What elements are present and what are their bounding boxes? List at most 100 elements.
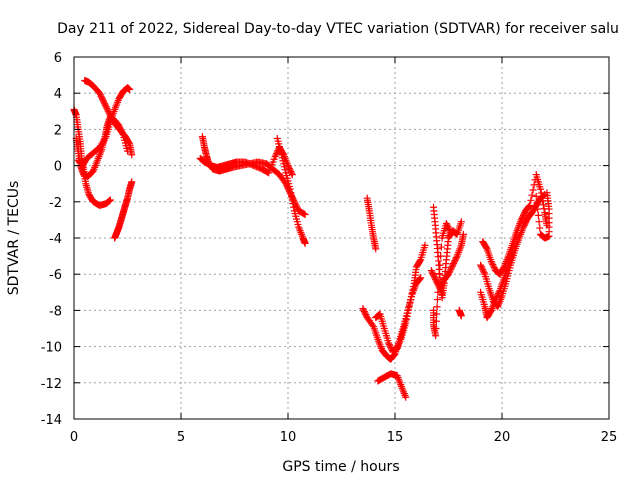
data-point [96,91,104,99]
data-point [407,293,415,301]
data-point [447,264,455,272]
data-point [535,218,543,226]
data-point [408,289,416,297]
data-point [288,192,296,200]
data-point [409,286,417,294]
x-tick-label: 15 [387,430,404,445]
data-point [528,191,536,199]
data-point [450,258,458,266]
data-point [116,125,124,133]
data-point [300,210,308,218]
data-point [421,241,429,249]
data-point [128,178,136,186]
series-t19 [477,248,517,322]
data-point [534,205,542,213]
data-point [478,264,486,272]
x-tick-label: 25 [601,430,618,445]
data-point [433,310,441,318]
data-point [405,306,413,314]
data-point [106,196,114,204]
data-point [539,201,547,209]
data-point [288,171,296,179]
data-point [522,217,530,225]
data-point [517,216,525,224]
data-point [289,200,297,208]
data-point [416,275,424,283]
data-point [438,280,446,288]
data-point [385,340,393,348]
data-point [281,166,289,174]
data-point [534,211,542,219]
data-point [437,243,445,251]
y-tick-label: -10 [41,341,62,356]
data-point [489,261,497,269]
axis-ticks: 0 5 10 15 20 25 -14 -12 -10 -8 -6 -4 -2 0 2 4 6 [41,51,618,445]
data-point [430,273,438,281]
data-point [105,197,113,205]
data-point [99,95,107,103]
y-tick-label: -14 [41,413,62,428]
data-point [442,220,450,228]
data-point [402,393,410,401]
series-t8 [273,134,309,247]
series-t9 [359,274,425,363]
y-tick-label: -6 [49,268,62,283]
data-point [509,248,517,256]
data-point [434,288,442,296]
data-point [416,257,424,265]
data-point [537,185,545,193]
data-point [428,268,436,276]
data-point [493,293,501,301]
data-point [519,213,527,221]
series-t16 [455,306,465,320]
y-tick-label: 2 [54,123,62,138]
data-point [530,181,538,189]
data-point [284,162,292,170]
data-point [459,230,467,238]
data-point [452,230,460,238]
data-point [98,94,106,102]
series-t15 [430,220,455,340]
data-point [386,342,394,350]
data-point [362,311,370,319]
data-point [126,86,134,94]
data-point [278,154,286,162]
data-point [285,165,293,173]
data-point [519,211,527,219]
chart-title: Day 211 of 2022, Sidereal Day-to-day VTE… [57,21,619,37]
data-point [432,276,440,284]
data-point [372,245,380,253]
data-point [128,151,136,159]
data-point [451,257,459,265]
data-point [446,267,454,275]
data-point [124,147,131,155]
data-point [495,288,503,296]
data-point [446,227,454,235]
data-point [452,255,460,263]
data-point [433,303,441,311]
data-point [433,296,441,304]
data-point [490,264,498,272]
data-point [369,321,377,329]
data-point [487,258,495,266]
y-tick-label: -8 [49,304,62,319]
data-point [287,189,295,197]
data-point [385,339,393,347]
data-point [361,309,369,317]
series-t12 [374,370,410,401]
data-point [405,302,413,310]
series-t7 [196,144,296,179]
data-point [280,163,288,171]
data-point [525,202,533,210]
series-t18 [479,171,551,278]
data-point [402,316,410,324]
data-point [492,294,500,302]
gridlines [74,57,609,419]
data-point [477,261,485,269]
series-t10 [363,194,380,253]
data-point [288,196,296,204]
data-point [407,296,415,304]
data-point [273,150,281,158]
x-tick-label: 20 [494,430,511,445]
data-point [526,201,534,209]
